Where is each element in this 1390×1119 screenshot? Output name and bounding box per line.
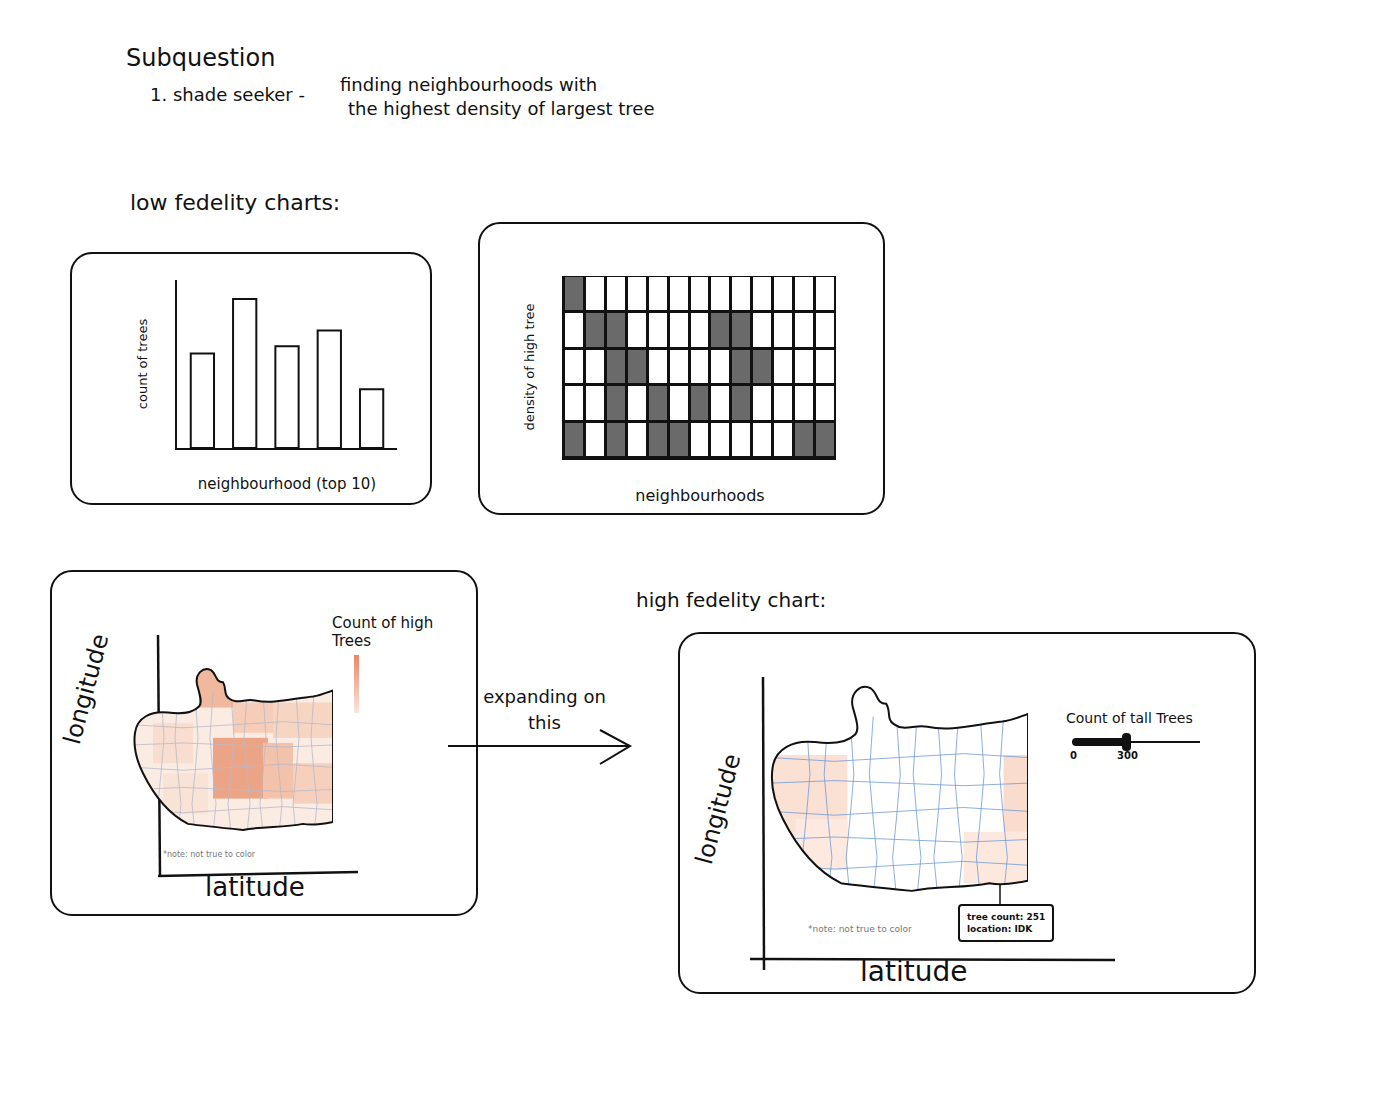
html-text:tree count: 251: tree count: 251 [967,912,1046,922]
html-text:0: 0 [1070,750,1077,761]
html-text:longitude: longitude [58,630,115,748]
svg-text:density of high tree: density of high tree [522,303,537,430]
html-text:expanding on this: expanding on this [483,686,606,733]
html-text:*note: not true to color: *note: not true to color [808,924,912,934]
svg-text:neighbourhood (top 10): neighbourhood (top 10) [198,475,376,493]
html-text:location: IDK: location: IDK [967,924,1033,934]
svg-text:count of trees: count of trees [135,319,150,410]
html-text:latitude: latitude [860,955,968,988]
html-text:latitude: latitude [205,872,305,902]
html-text:Count of high Trees: Count of high Trees [332,614,434,650]
html-text:1. shade seeker -: 1. shade seeker - [150,84,305,105]
html-text:low fedelity charts:: low fedelity charts: [130,190,341,215]
html-text:*note: not true to color: *note: not true to color [163,850,256,859]
html-text:300: 300 [1117,750,1138,761]
html-text:Count of tall Trees: Count of tall Trees [1066,710,1193,726]
svg-text:neighbourhoods: neighbourhoods [635,486,764,505]
html-text:the highest density of largest: the highest density of largest tree [348,98,655,119]
html-text:finding neighbourhoods with: finding neighbourhoods with [340,74,598,95]
html-text:Subquestion: Subquestion [126,44,276,72]
html-text:longitude: longitude [690,750,747,868]
html-text:high fedelity chart:: high fedelity chart: [636,588,827,612]
